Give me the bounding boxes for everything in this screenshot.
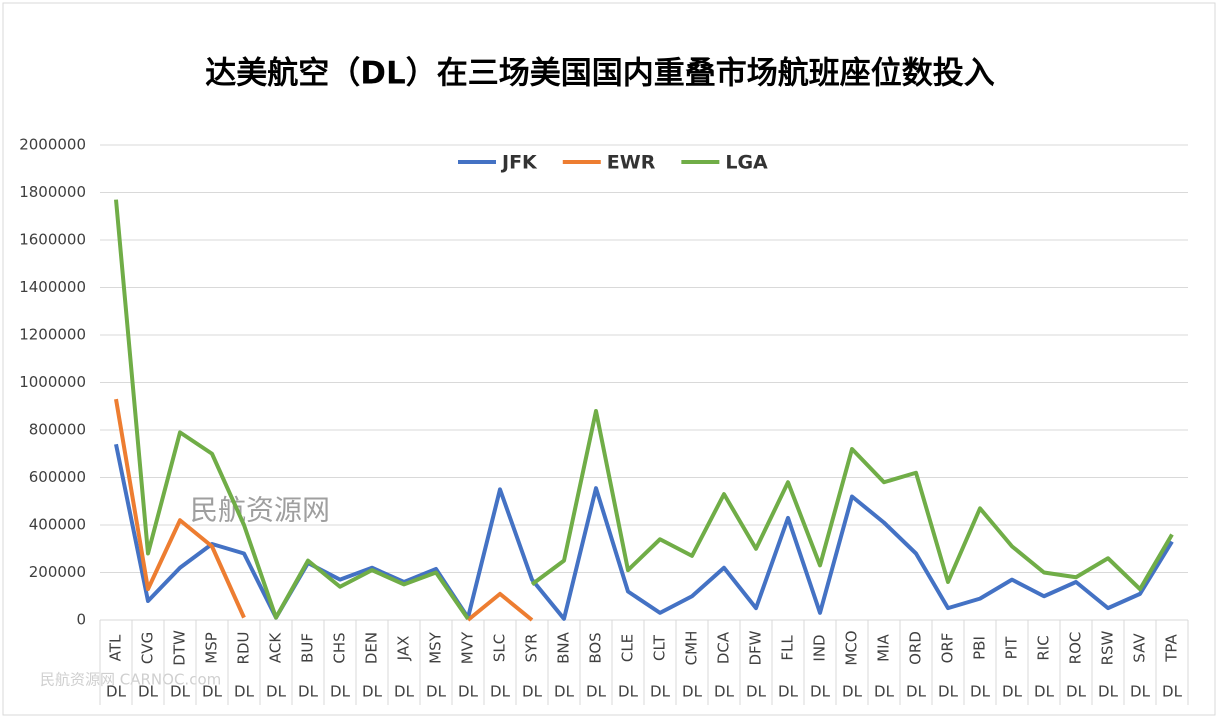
x-group-label: DL bbox=[714, 683, 735, 701]
chart-title: 达美航空（DL）在三场美国国内重叠市场航班座位数投入 bbox=[205, 56, 994, 92]
x-group-label: DL bbox=[138, 683, 159, 701]
x-group-label: DL bbox=[970, 683, 991, 701]
x-group-label: DL bbox=[778, 683, 799, 701]
x-tick-label: FLL bbox=[779, 635, 797, 661]
x-tick-label: CHS bbox=[331, 632, 349, 663]
x-group-label: DL bbox=[618, 683, 639, 701]
x-group-label: DL bbox=[938, 683, 959, 701]
x-group-label: DL bbox=[586, 683, 607, 701]
x-group-label: DL bbox=[906, 683, 927, 701]
x-group-label: DL bbox=[554, 683, 575, 701]
x-tick-label: MIA bbox=[875, 633, 893, 661]
x-tick-label: CLE bbox=[619, 634, 637, 662]
x-tick-label: DFW bbox=[747, 630, 765, 665]
y-tick-label: 1200000 bbox=[19, 326, 86, 344]
x-group-label: DL bbox=[234, 683, 255, 701]
y-tick-label: 0 bbox=[76, 611, 86, 629]
x-group-label: DL bbox=[1098, 683, 1119, 701]
x-group-label: DL bbox=[170, 683, 191, 701]
series-line bbox=[114, 398, 534, 622]
y-tick-label: 800000 bbox=[29, 421, 86, 439]
x-tick-label: CVG bbox=[139, 632, 157, 664]
x-group-label: DL bbox=[522, 683, 543, 701]
x-group-label: DL bbox=[106, 683, 127, 701]
x-tick-label: ORD bbox=[907, 631, 925, 665]
x-group-label: DL bbox=[746, 683, 767, 701]
x-tick-label: MSY bbox=[427, 631, 445, 663]
x-group-label: DL bbox=[458, 683, 479, 701]
x-group-label: DL bbox=[202, 683, 223, 701]
watermark: 民航资源网 bbox=[190, 494, 330, 527]
x-group-label: DL bbox=[842, 683, 863, 701]
x-group-label: DL bbox=[1002, 683, 1023, 701]
x-group-label: DL bbox=[810, 683, 831, 701]
x-group-label: DL bbox=[266, 683, 287, 701]
y-tick-label: 600000 bbox=[29, 468, 86, 486]
x-group-label: DL bbox=[298, 683, 319, 701]
x-tick-label: DCA bbox=[715, 631, 733, 664]
x-tick-label: CMH bbox=[683, 631, 701, 666]
series-line bbox=[114, 199, 1174, 620]
x-group-label: DL bbox=[650, 683, 671, 701]
x-tick-label: IND bbox=[811, 634, 829, 661]
x-group-label: DL bbox=[1130, 683, 1151, 701]
y-tick-label: 2000000 bbox=[19, 136, 86, 154]
x-tick-label: TPA bbox=[1163, 634, 1181, 663]
x-group-label: DL bbox=[426, 683, 447, 701]
x-tick-label: CLT bbox=[651, 634, 669, 661]
x-tick-label: PIT bbox=[1003, 636, 1021, 659]
legend-label: LGA bbox=[725, 152, 768, 174]
x-group-label: DL bbox=[394, 683, 415, 701]
x-group-label: DL bbox=[1066, 683, 1087, 701]
x-tick-label: SYR bbox=[523, 633, 541, 662]
x-tick-label: ATL bbox=[107, 634, 125, 661]
x-group-label: DL bbox=[330, 683, 351, 701]
x-tick-label: BUF bbox=[299, 633, 317, 663]
x-tick-label: RIC bbox=[1035, 635, 1053, 660]
x-tick-label: ACK bbox=[267, 632, 285, 663]
x-tick-label: RDU bbox=[235, 632, 253, 665]
x-group-label: DL bbox=[874, 683, 895, 701]
x-tick-label: MSP bbox=[203, 632, 221, 664]
y-tick-label: 1600000 bbox=[19, 231, 86, 249]
y-tick-label: 400000 bbox=[29, 516, 86, 534]
x-tick-label: SLC bbox=[491, 634, 509, 662]
x-group-label: DL bbox=[1162, 683, 1183, 701]
x-group-label: DL bbox=[682, 683, 703, 701]
x-tick-label: BNA bbox=[555, 631, 573, 664]
x-tick-label: DTW bbox=[171, 630, 189, 666]
x-tick-label: ROC bbox=[1067, 632, 1085, 665]
x-tick-label: PBI bbox=[971, 636, 989, 660]
x-tick-label: SAV bbox=[1131, 633, 1149, 663]
x-tick-label: MVY bbox=[459, 631, 477, 664]
x-tick-label: MCO bbox=[843, 630, 861, 665]
x-tick-label: JAX bbox=[395, 636, 413, 662]
x-tick-label: RSW bbox=[1099, 630, 1117, 665]
x-tick-label: DEN bbox=[363, 632, 381, 664]
watermark: 民航资源网 CARNOC.com bbox=[40, 671, 221, 689]
y-tick-label: 1800000 bbox=[19, 183, 86, 201]
x-group-label: DL bbox=[490, 683, 511, 701]
y-tick-label: 200000 bbox=[29, 563, 86, 581]
x-tick-label: BOS bbox=[587, 632, 605, 663]
x-tick-label: ORF bbox=[939, 633, 957, 664]
x-group-label: DL bbox=[1034, 683, 1055, 701]
legend-label: JFK bbox=[500, 152, 538, 174]
legend-label: EWR bbox=[607, 152, 656, 174]
y-tick-label: 1400000 bbox=[19, 278, 86, 296]
y-tick-label: 1000000 bbox=[19, 373, 86, 391]
x-group-label: DL bbox=[362, 683, 383, 701]
